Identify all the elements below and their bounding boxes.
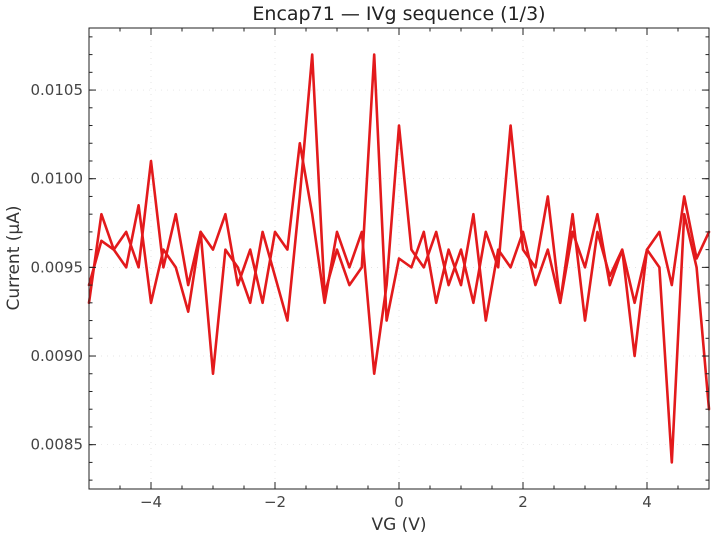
y-tick-label: 0.0105: [31, 81, 84, 99]
series-line-reverse: [87, 124, 711, 376]
x-axis: −4 −2 0 2 4: [88, 28, 710, 511]
x-tick-label: 4: [642, 493, 652, 511]
series-line-forward: [87, 53, 711, 464]
x-tick-label: 2: [518, 493, 528, 511]
x-tick-label: −4: [140, 493, 162, 511]
x-tick-label: −2: [264, 493, 286, 511]
y-axis: 0.0085 0.0090 0.0095 0.0100 0.0105: [31, 36, 709, 481]
y-tick-label: 0.0090: [31, 347, 84, 365]
x-tick-label: 0: [394, 493, 404, 511]
y-axis-label: Current (µA): [4, 206, 24, 311]
chart-title: Encap71 — IVg sequence (1/3): [252, 3, 545, 25]
series-layer: [87, 53, 711, 464]
y-tick-label: 0.0085: [31, 436, 84, 454]
x-axis-label: VG (V): [371, 515, 426, 535]
y-tick-label: 0.0100: [31, 170, 84, 188]
y-tick-label: 0.0095: [31, 258, 84, 276]
